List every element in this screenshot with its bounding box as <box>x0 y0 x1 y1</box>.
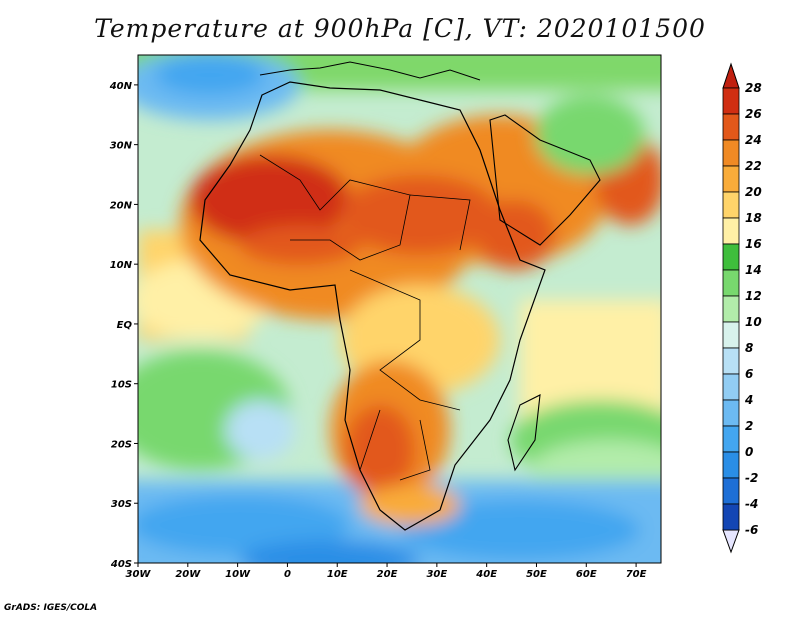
colorbar-label: 4 <box>744 393 753 407</box>
lon-tick-label: 0 <box>284 569 291 580</box>
colorbar-label: 24 <box>745 133 762 147</box>
lat-tick-label: 40N <box>109 81 133 92</box>
colorbar-segment <box>722 425 740 453</box>
lat-tick-label: 30N <box>110 141 133 152</box>
lat-tick-label: 20N <box>110 200 133 211</box>
colorbar-segment <box>722 191 740 219</box>
colorbar-segment <box>722 451 740 479</box>
colorbar-label: 0 <box>745 445 753 459</box>
lon-tick-label: 10W <box>225 569 251 580</box>
colorbar-segment <box>722 87 740 115</box>
colorbar-above-triangle <box>722 62 740 89</box>
colorbar-segment <box>722 139 740 167</box>
colorbar-segment <box>722 503 740 531</box>
lon-tick-label: 40E <box>475 569 497 580</box>
lon-tick-label: 20E <box>377 569 398 580</box>
lon-tick-label: 30W <box>126 569 152 580</box>
colorbar-segment <box>722 477 740 505</box>
colorbar-label: 12 <box>745 289 762 303</box>
lon-tick-label: 30E <box>426 569 447 580</box>
lat-tick-label: EQ <box>117 320 133 331</box>
temperature-field <box>138 55 661 563</box>
colorbar-label: -2 <box>745 471 758 485</box>
colorbar-label: 6 <box>745 367 753 381</box>
colorbar-label: 20 <box>745 185 762 199</box>
lon-tick-label: 50E <box>526 569 547 580</box>
colorbar-segment <box>722 347 740 375</box>
colorbar-segment <box>722 295 740 323</box>
colorbar-label: 18 <box>745 211 762 225</box>
colorbar-label: 26 <box>745 107 762 121</box>
colorbar-label: -6 <box>745 523 758 537</box>
lon-tick-label: 60E <box>576 569 597 580</box>
colorbar-label: 8 <box>745 341 753 355</box>
colorbar-label: 28 <box>745 81 762 95</box>
colorbar-label: 16 <box>745 237 762 251</box>
chart-title: Temperature at 900hPa [C], VT: 202010150… <box>94 14 706 43</box>
lon-tick-label: 20W <box>175 569 201 580</box>
colorbar-segment <box>722 243 740 271</box>
colorbar-segment <box>722 217 740 245</box>
lat-tick-label: 30S <box>111 499 132 510</box>
lon-tick-label: 10E <box>327 569 348 580</box>
lat-tick-label: 40S <box>110 559 132 570</box>
grads-credit: GrADS: IGES/COLA <box>4 603 98 613</box>
colorbar-label: 10 <box>745 315 762 329</box>
lat-tick-label: 10N <box>110 260 133 271</box>
colorbar-segment <box>722 373 740 401</box>
colorbar-label: 2 <box>745 419 753 433</box>
lon-tick-label: 70E <box>626 569 647 580</box>
colorbar-label: 14 <box>745 263 762 277</box>
colorbar-segment <box>722 269 740 297</box>
colorbar-segment <box>722 165 740 193</box>
map-frame <box>137 54 662 564</box>
colorbar-label: 22 <box>745 159 762 173</box>
axis-labels: 30W 20W 10W 0 10E 20E 30E 40E 50E 60E 70E 40N 30N 20N… <box>109 81 647 580</box>
colorbar-label: -4 <box>745 497 758 511</box>
colorbar-segment <box>722 321 740 349</box>
colorbar-segment <box>722 399 740 427</box>
colorbar-segment <box>722 113 740 141</box>
lat-tick-label: 20S <box>111 439 132 450</box>
axis-ticks <box>134 84 637 567</box>
colorbar-below-triangle <box>722 529 740 554</box>
lat-tick-label: 10S <box>111 380 132 391</box>
